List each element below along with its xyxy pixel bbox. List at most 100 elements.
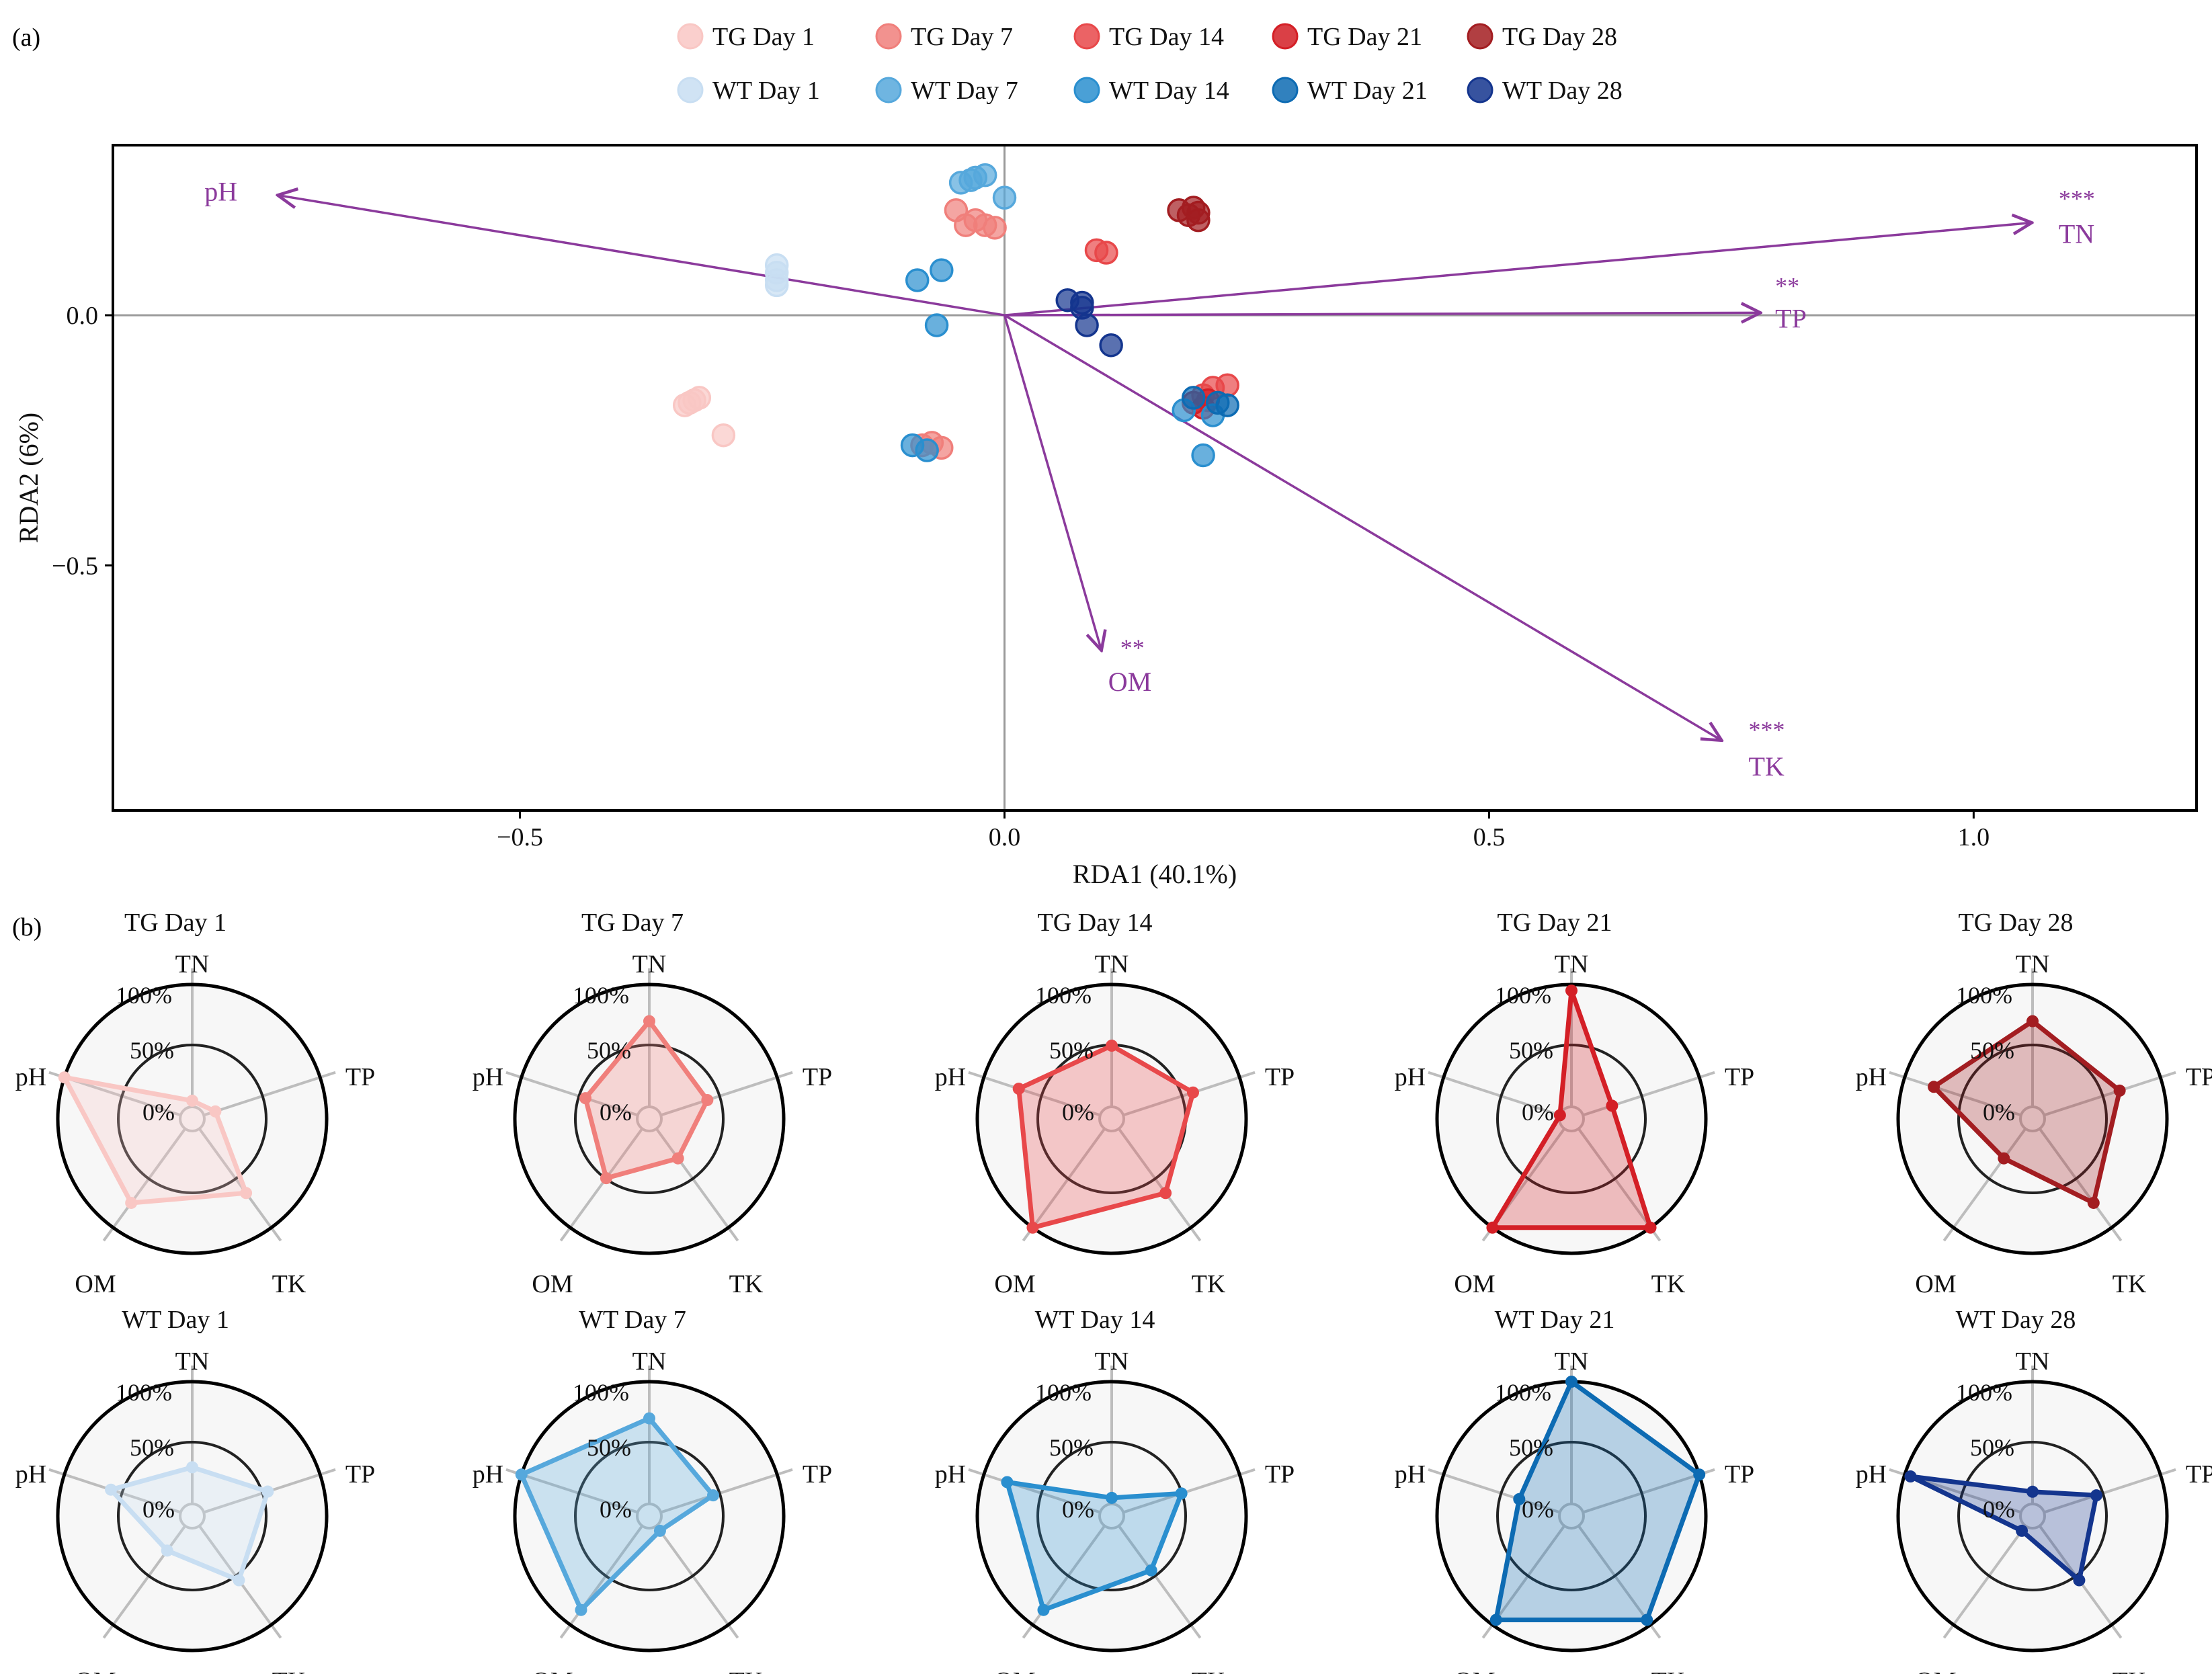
arrow-line-tn [1004,222,2032,317]
radar-axis-label-ph: pH [473,1460,503,1489]
radar-spoke-tk [655,1525,739,1639]
radar-point-tk [233,1574,245,1587]
radar-area-wt-day-21 [1493,1379,1702,1622]
radar-spoke-tp [1122,1468,1256,1514]
arrow-tn: TN *** [1004,185,2095,317]
radar-spoke-om [1022,1128,1106,1242]
radar-axis-label-tn: TN [2016,1347,2050,1376]
radar-panel-tg-day-28: 0% 50% 100%TN TP TK OM pH TG Day 28 [1856,909,2212,1298]
legend-label-tg-day-1: TG Day 1 [712,23,815,51]
arrow-tk: TK *** [1003,314,1785,782]
legend-marker-wt-day-14 [1073,77,1100,103]
radar-area-wt-day-28 [1908,1474,2099,1583]
radar-title: TG Day 14 [1038,909,1153,937]
legend-label-wt-day-1: WT Day 1 [712,77,820,105]
radar-point-ph [1928,1081,1940,1093]
radar-ring-outer [56,982,329,1255]
radar-point-tp [1606,1099,1619,1112]
radar-axis-label-ph: pH [1395,1460,1426,1489]
radar-axis-label-tp: TP [803,1063,832,1091]
point-tg-day-7-4 [983,216,1007,240]
radar-ring-label-1: 50% [1049,1037,1094,1064]
radar-axis-label-ph: pH [1856,1460,1887,1489]
radar-panel-tg-day-1: 0% 50% 100%TN TP TK OM pH TG Day 1 [15,909,375,1298]
arrow-significance-tk: *** [1748,716,1785,743]
series-wt-day-1 [764,253,789,298]
radar-ring-label-2: 100% [573,1379,629,1406]
radar-area-wt-day-14 [1004,1479,1184,1613]
radar-axis-label-tp: TP [1725,1460,1754,1489]
radar-ring-outer [56,1380,329,1652]
radar-point-om [1037,1603,1050,1616]
radar-point-ph [579,1092,591,1105]
radar-axis-label-tp: TP [2186,1063,2212,1091]
radar-ring-outer [1896,982,2169,1255]
radar-point-om [575,1603,587,1616]
y-tick-label-0: 0.0 [67,302,99,330]
radar-point-tk [2087,1196,2100,1209]
legend-item-tg-day-21: TG Day 21 [1272,23,1422,51]
point-wt-day-14-2 [924,313,949,337]
radar-point-om [600,1172,612,1185]
radar-ring-label-2: 100% [1035,982,1092,1009]
point-tg-day-28-4 [1181,196,1206,220]
radar-spoke-tk [1117,1525,1202,1639]
arrow-significance-tp: ** [1775,272,1799,299]
x-tick-label-2: 0.5 [1473,823,1506,851]
arrow-ph: pH [204,176,1005,317]
point-wt-day-14-0 [905,268,930,292]
radar-ring-label-0: 0% [600,1496,632,1523]
radar-ring-inner [179,1503,206,1530]
y-tick-label-1: −0.5 [52,552,98,580]
radar-point-tk [653,1524,666,1537]
radar-point-tp [2090,1489,2103,1502]
radar-point-ph [58,1071,71,1084]
arrow-line-om [1003,315,1102,651]
radar-ring-mid [117,1441,268,1591]
radar-panel-wt-day-21: 0% 50% 100%TN TP TK OM pH WT Day 21 [1395,1306,1754,1674]
legend-marker-tg-day-7 [875,23,902,50]
radar-spoke-tp [2043,1468,2176,1514]
radar-ring-label-0: 0% [1522,1099,1554,1126]
radar-spoke-tp [1582,1468,1715,1514]
legend-marker-wt-day-1 [677,77,704,103]
radar-background [977,1382,1246,1650]
legend-item-wt-day-21: WT Day 21 [1272,77,1428,105]
radar-point-ph [515,1468,528,1481]
radar-axis-label-tp: TP [345,1063,375,1091]
legend-marker-wt-day-21 [1272,77,1299,103]
radar-spoke-om [1942,1525,2027,1639]
radar-axis-label-ph: pH [473,1063,503,1091]
radar-spoke-om [102,1128,187,1242]
legend-marker-wt-day-7 [875,77,902,103]
radar-spoke-om [559,1128,644,1242]
radar-ring-label-0: 0% [1983,1099,2015,1126]
radar-point-tn [2026,1015,2039,1028]
radar-ring-label-1: 50% [1509,1434,1553,1461]
radar-ring-label-1: 50% [130,1434,174,1461]
radar-axis-label-tn: TN [1555,950,1589,978]
point-wt-day-14-7 [1191,443,1215,468]
arrow-line-tk [1003,314,1722,741]
radar-axis-label-ph: pH [1856,1063,1887,1091]
radar-point-tn [643,1015,655,1028]
radar-axis-label-om: OM [532,1667,573,1674]
radar-axis-label-tk: TK [1651,1667,1686,1674]
radar-ring-inner [2019,1503,2046,1530]
legend-marker-tg-day-14 [1073,23,1100,50]
radar-spoke-tp [203,1071,336,1117]
radar-ring-mid [1957,1044,2108,1194]
radar-ring-outer [975,1380,1248,1652]
legend-label-tg-day-7: TG Day 7 [911,23,1013,51]
radar-ring-label-0: 0% [1062,1496,1094,1523]
radar-area-wt-day-7 [519,1416,716,1613]
radar-background [515,985,784,1253]
radar-spoke-ph [968,1071,1101,1117]
radar-ring-outer [975,982,1248,1255]
arrow-label-tp: TP [1775,303,1807,333]
radar-axis-label-tk: TK [1192,1270,1226,1298]
radar-point-tn [2026,1485,2039,1498]
legend-label-wt-day-21: WT Day 21 [1307,77,1428,105]
radar-axis-label-tp: TP [2186,1460,2212,1489]
y-axis-label: RDA2 (6%) [13,413,44,543]
